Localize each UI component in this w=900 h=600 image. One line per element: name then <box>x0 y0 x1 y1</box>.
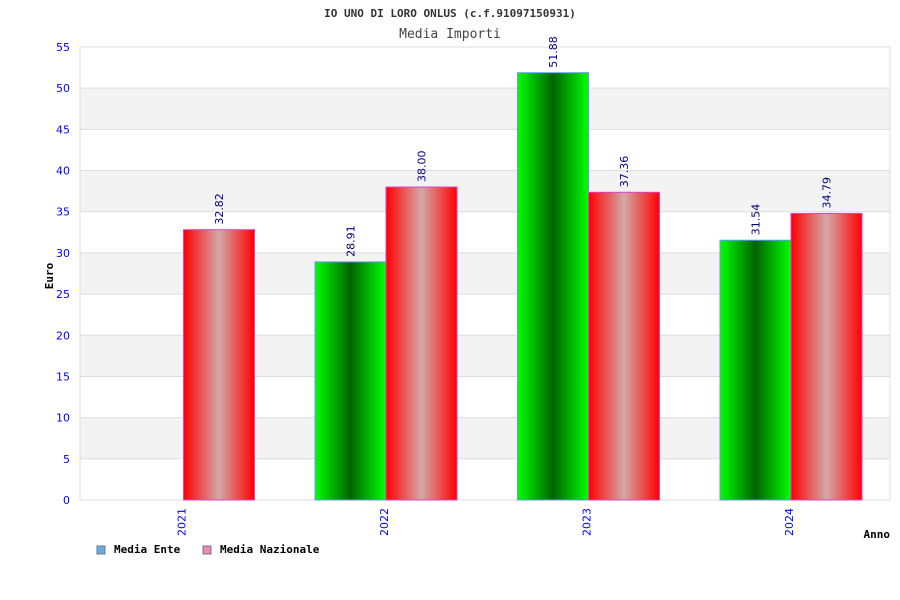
x-tick-label: 2024 <box>783 508 796 536</box>
bar-media-nazionale-2024 <box>790 212 863 501</box>
x-tick-label: 2023 <box>580 508 593 536</box>
bar-media-nazionale-2023 <box>588 191 660 501</box>
grid-band <box>80 129 890 171</box>
grid-band <box>80 47 890 89</box>
legend: Media Ente Media Nazionale <box>96 543 320 556</box>
legend-swatch-media-nazionale <box>202 545 212 555</box>
y-tick-label: 10 <box>56 412 70 425</box>
chart-subtitle: Media Importi <box>399 27 501 42</box>
value-label: 38.00 <box>416 151 429 183</box>
y-tick-label: 30 <box>56 247 70 260</box>
value-label: 51.88 <box>547 36 560 68</box>
legend-label-media-ente: Media Ente <box>114 543 181 556</box>
bar-media-ente-2024 <box>719 239 792 501</box>
grid-band <box>80 170 890 212</box>
plot-frame <box>79 46 891 501</box>
chart-title: IO UNO DI LORO ONLUS (c.f.91097150931) <box>324 7 576 20</box>
grid-band <box>80 88 890 130</box>
value-label: 28.91 <box>345 225 358 257</box>
y-tick-label: 20 <box>56 329 70 342</box>
x-tick-label: 2021 <box>175 508 188 536</box>
value-label: 32.82 <box>213 193 226 225</box>
y-tick-label: 0 <box>63 494 70 507</box>
y-tick-label: 35 <box>56 206 70 219</box>
y-tick-label: 5 <box>63 453 70 466</box>
bar-media-nazionale-2022 <box>385 186 458 501</box>
x-axis-label: Anno <box>864 528 891 541</box>
legend-swatch-media-ente <box>96 545 106 555</box>
value-label: 34.79 <box>821 177 834 209</box>
bar-media-ente-2023 <box>517 72 589 501</box>
y-tick-label: 40 <box>56 165 70 178</box>
y-tick-label: 15 <box>56 370 70 383</box>
y-tick-label: 55 <box>56 41 70 54</box>
y-tick-label: 25 <box>56 288 70 301</box>
y-tick-label: 45 <box>56 123 70 136</box>
legend-label-media-nazionale: Media Nazionale <box>220 543 320 556</box>
x-tick-label: 2022 <box>378 508 391 536</box>
y-tick-label: 50 <box>56 82 70 95</box>
bar-media-ente-2022 <box>314 261 387 501</box>
value-label: 37.36 <box>618 156 631 188</box>
bar-media-nazionale-2021 <box>183 229 255 501</box>
y-axis-label: Euro <box>43 262 56 289</box>
value-label: 31.54 <box>750 204 763 236</box>
